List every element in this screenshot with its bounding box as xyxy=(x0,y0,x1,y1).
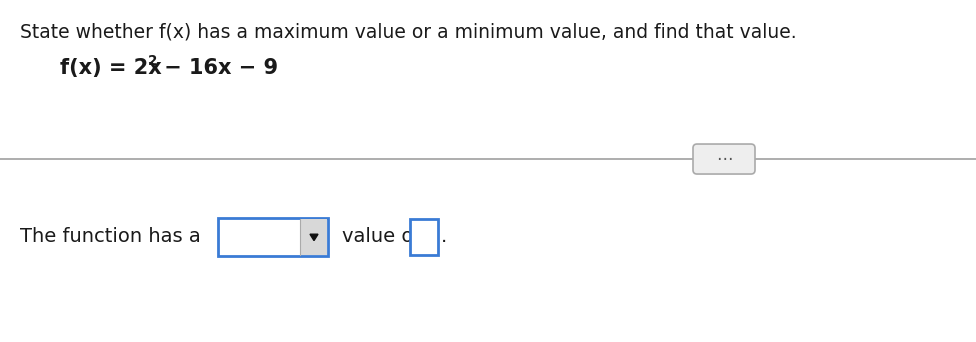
Text: The function has a: The function has a xyxy=(20,227,201,247)
FancyBboxPatch shape xyxy=(410,219,438,255)
Text: − 16x − 9: − 16x − 9 xyxy=(157,58,278,78)
FancyBboxPatch shape xyxy=(218,218,328,256)
Text: value of: value of xyxy=(342,227,421,247)
FancyBboxPatch shape xyxy=(300,219,327,255)
Polygon shape xyxy=(310,234,318,241)
FancyBboxPatch shape xyxy=(693,144,755,174)
Text: 2: 2 xyxy=(148,54,157,68)
Text: f(x) = 2x: f(x) = 2x xyxy=(60,58,162,78)
Text: .: . xyxy=(441,227,447,247)
Text: State whether f(x) has a maximum value or a minimum value, and find that value.: State whether f(x) has a maximum value o… xyxy=(20,22,796,41)
Text: ⋯: ⋯ xyxy=(715,150,732,168)
